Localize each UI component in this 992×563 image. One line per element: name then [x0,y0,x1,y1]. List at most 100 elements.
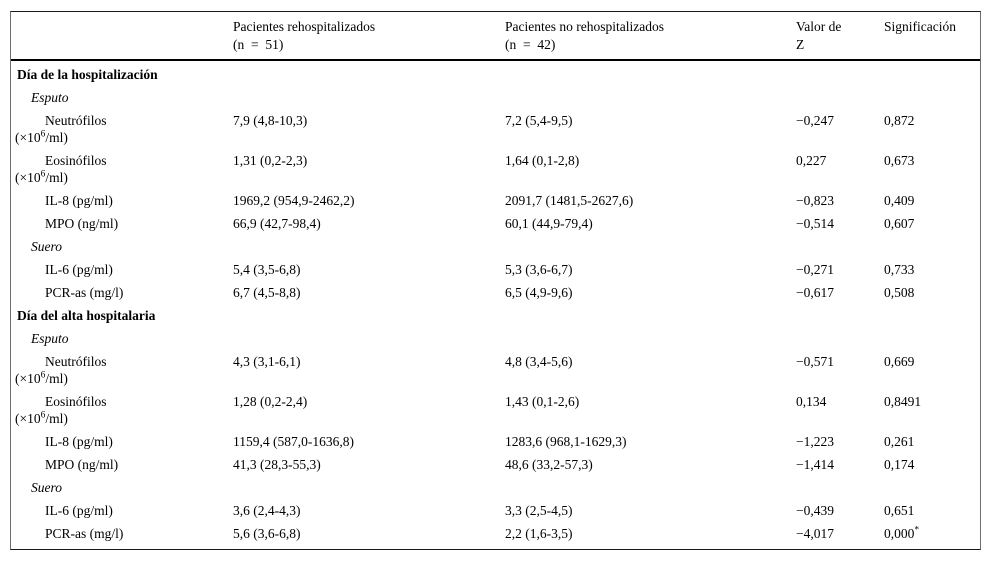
table-row: Esputo [11,86,980,109]
table-row: PCR-as (mg/l) 6,7 (4,5-8,8) 6,5 (4,9-9,6… [11,281,980,304]
table-row: Neutrófilos (×106/ml) 7,9 (4,8-10,3) 7,2… [11,109,980,149]
row-label-cell: IL-6 (pg/ml) [11,261,233,278]
value-significance [884,330,980,347]
row-label-cell: Eosinófilos (×106/ml) [11,152,233,186]
row-label-cell: Día del alta hospitalaria [11,307,233,324]
row-label: MPO (ng/ml) [45,216,119,231]
value-not-rehospitalized [505,89,796,106]
header-rehospitalized-n: (n = 51) [233,37,284,52]
row-label-cell: IL-6 (pg/ml) [11,502,233,519]
value-significance: 0,607 [884,216,915,231]
value-not-rehospitalized: 6,5 (4,9-9,6) [505,285,573,300]
row-label-cell: Suero [11,238,233,255]
value-z: −0,247 [796,113,834,128]
table-row: Suero [11,235,980,258]
row-label: Eosinófilos [45,153,107,168]
header-significance: Significación [884,19,956,34]
row-label: Día del alta hospitalaria [17,308,156,323]
value-z: −4,017 [796,526,834,541]
table-row: MPO (ng/ml) 41,3 (28,3-55,3) 48,6 (33,2-… [11,453,980,476]
header-rehospitalized: Pacientes rehospitalizados (n = 51) [233,18,505,59]
table-row: Eosinófilos (×106/ml) 1,31 (0,2-2,3) 1,6… [11,149,980,189]
row-label: MPO (ng/ml) [45,457,119,472]
row-label-cell: PCR-as (mg/l) [11,284,233,301]
value-z: −0,514 [796,216,834,231]
row-label: Esputo [31,331,69,346]
value-significance [884,479,980,496]
value-z: −0,439 [796,503,834,518]
row-unit: (×106/ml) [15,129,68,145]
value-not-rehospitalized: 3,3 (2,5-4,5) [505,503,573,518]
value-significance [884,66,980,83]
row-label: Neutrófilos [45,354,107,369]
value-not-rehospitalized: 7,2 (5,4-9,5) [505,113,573,128]
value-rehospitalized [233,89,505,106]
row-unit: (×106/ml) [15,169,68,185]
header-z-line1: Valor de [796,19,842,34]
value-rehospitalized [233,330,505,347]
table-header-row: Pacientes rehospitalizados (n = 51) Pacie… [11,12,980,61]
row-label: IL-8 (pg/ml) [45,193,113,208]
value-rehospitalized: 41,3 (28,3-55,3) [233,457,321,472]
row-label: Suero [31,239,62,254]
value-z: −1,223 [796,434,834,449]
value-rehospitalized: 5,6 (3,6-6,8) [233,526,301,541]
value-not-rehospitalized: 48,6 (33,2-57,3) [505,457,593,472]
row-label: Eosinófilos [45,394,107,409]
value-z [796,479,884,496]
row-label: Esputo [31,90,69,105]
table-row: IL-6 (pg/ml) 3,6 (2,4-4,3) 3,3 (2,5-4,5)… [11,499,980,522]
row-label: PCR-as (mg/l) [45,526,124,541]
value-not-rehospitalized [505,66,796,83]
row-label-cell: Esputo [11,89,233,106]
value-rehospitalized [233,479,505,496]
value-z: 0,134 [796,394,827,409]
value-significance: 0,174 [884,457,915,472]
value-not-rehospitalized [505,330,796,347]
significance-asterisk: * [914,525,920,536]
value-significance: 0,733 [884,262,915,277]
row-label: IL-8 (pg/ml) [45,434,113,449]
value-significance: 0,669 [884,354,915,369]
value-not-rehospitalized [505,479,796,496]
header-z-line2: Z [796,37,805,52]
table-row: Día de la hospitalización [11,63,980,86]
value-z [796,66,884,83]
value-not-rehospitalized [505,238,796,255]
row-label-cell: Esputo [11,330,233,347]
table-row: Esputo [11,327,980,350]
superscript-exponent: 6 [40,410,46,421]
value-not-rehospitalized: 4,8 (3,4-5,6) [505,354,573,369]
value-rehospitalized [233,238,505,255]
superscript-exponent: 6 [40,169,46,180]
row-label-cell: Neutrófilos (×106/ml) [11,353,233,387]
value-z: 0,227 [796,153,827,168]
value-significance: 0,673 [884,153,915,168]
row-label: PCR-as (mg/l) [45,285,124,300]
value-not-rehospitalized: 60,1 (44,9-79,4) [505,216,593,231]
value-rehospitalized: 3,6 (2,4-4,3) [233,503,301,518]
table-row: Suero [11,476,980,499]
value-z [796,307,884,324]
value-z: −1,414 [796,457,834,472]
value-z [796,330,884,347]
value-not-rehospitalized: 1,43 (0,1-2,6) [505,394,580,409]
value-z: −0,271 [796,262,834,277]
superscript-exponent: 6 [40,370,46,381]
value-rehospitalized [233,307,505,324]
value-not-rehospitalized: 2091,7 (1481,5-2627,6) [505,193,634,208]
value-z [796,238,884,255]
table-row: MPO (ng/ml) 66,9 (42,7-98,4) 60,1 (44,9-… [11,212,980,235]
value-significance: 0,409 [884,193,915,208]
value-rehospitalized: 6,7 (4,5-8,8) [233,285,301,300]
row-label-cell: Eosinófilos (×106/ml) [11,393,233,427]
value-not-rehospitalized [505,307,796,324]
header-not-rehospitalized-line1: Pacientes no rehospitalizados [505,19,664,34]
row-label: Día de la hospitalización [17,67,158,82]
row-label-cell: MPO (ng/ml) [11,456,233,473]
value-rehospitalized: 7,9 (4,8-10,3) [233,113,308,128]
value-not-rehospitalized: 1283,6 (968,1-1629,3) [505,434,627,449]
comparison-table: Pacientes rehospitalizados (n = 51) Pacie… [10,11,981,550]
row-label: IL-6 (pg/ml) [45,503,113,518]
value-rehospitalized: 1969,2 (954,9-2462,2) [233,193,355,208]
